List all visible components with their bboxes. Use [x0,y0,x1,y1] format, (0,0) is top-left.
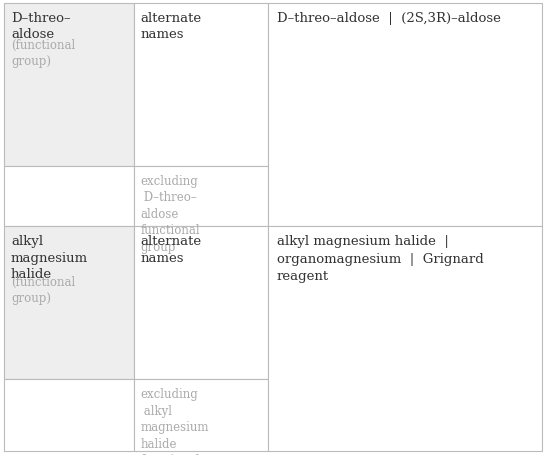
Bar [134,167,268,227]
Text: alternate
names: alternate names [140,12,201,41]
Text: (functional
group): (functional group) [11,275,75,304]
Bar [134,4,268,167]
Bar [134,379,268,451]
Bar [4,227,134,379]
Bar [4,167,134,227]
Bar [134,227,268,379]
Bar [4,379,134,451]
Text: alkyl
magnesium
halide: alkyl magnesium halide [11,235,88,281]
Bar [268,4,542,227]
Text: alternate
names: alternate names [140,235,201,264]
Text: alkyl magnesium halide  |
organomagnesium  |  Grignard
reagent: alkyl magnesium halide | organomagnesium… [277,235,484,283]
Text: D–threo–
aldose: D–threo– aldose [11,12,70,41]
Text: excluding
 D–threo–
aldose
functional
group: excluding D–threo– aldose functional gro… [140,175,200,253]
Bar [268,227,542,451]
Text: excluding
 alkyl
magnesium
halide
functional
group: excluding alkyl magnesium halide functio… [140,388,209,455]
Bar [4,4,134,167]
Text: D–threo–aldose  |  (2S,3R)–aldose: D–threo–aldose | (2S,3R)–aldose [277,12,501,25]
Text: (functional
group): (functional group) [11,39,75,68]
